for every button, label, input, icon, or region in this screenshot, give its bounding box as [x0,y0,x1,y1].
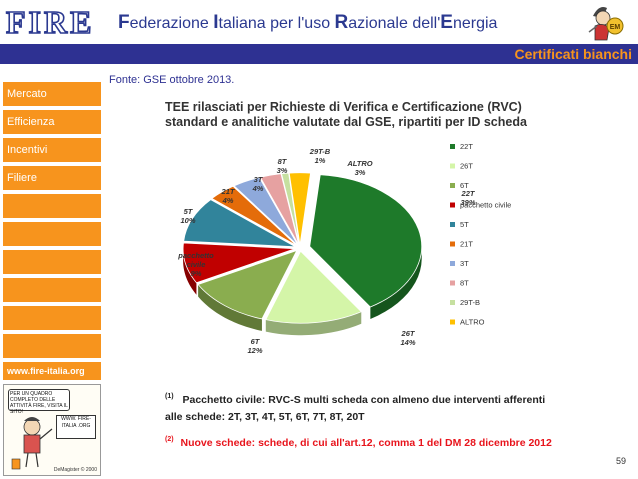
mascot-icon: EM [588,7,624,41]
cartoon-signature: DeMagister © 2000 [53,467,97,473]
pie-label-altro: ALTRO 3% [346,159,372,177]
pie-label-21t: 21T 4% [221,187,236,205]
legend-label-3t: 3T [460,259,469,268]
pie-slice-pacchetto-civile [182,242,296,284]
legend-swatch-5t [450,222,455,227]
fire-logo[interactable]: FIRE [4,4,112,38]
pie-slice-26t [265,250,362,324]
section-title: Certificati bianchi [514,46,632,62]
legend-label-8t: 8T [460,279,469,288]
pie-slice-side-26t [265,311,362,336]
legend-label-22t: 22T [460,142,473,151]
pie-label-3t: 3T 4% [252,175,264,193]
pie-slice-21t [211,185,297,246]
pie-slice-altro [288,172,311,245]
footnote-1-line-2: alle schede: 2T, 3T, 4T, 5T, 6T, 7T, 8T,… [165,411,365,423]
legend-swatch-pacchetto-civile [450,202,455,208]
mascot-badge: EM [610,24,621,31]
legend-label-altro: ALTRO [460,318,485,327]
legend-label-5t: 5T [460,220,469,229]
sidebar-item-efficienza[interactable]: Efficienza [3,110,101,134]
footnote-2: (2) Nuove schede: schede, di cui all'art… [165,436,552,449]
cartoon-figure-icon [11,417,53,470]
sidebar-item-incentivi[interactable]: Incentivi [3,138,101,162]
pie-label-8t: 8T 3% [277,157,288,175]
header-bar [0,44,638,64]
pie-label-pacchetto-civile: pacchetto civile 9% [177,251,214,278]
legend-swatch-8t [450,280,455,286]
pie-slice-5t [183,199,296,248]
header: FIRE Federazione Italiana per l'uso Razi… [0,0,638,44]
chart-title-line-1: TEE rilasciati per Richieste di Verifica… [165,100,522,114]
page-number: 59 [615,456,626,466]
footnote-1-marker: (1) [165,393,174,400]
sidebar-empty-slot [3,306,101,330]
sidebar: Mercato Efficienza Incentivi Filiere www… [0,64,104,479]
organization-name: Federazione Italiana per l'uso Razionale… [118,12,498,33]
legend-swatch-29t-b [450,300,455,305]
legend-swatch-6t [450,183,455,188]
sidebar-item-mercato[interactable]: Mercato [3,82,101,106]
legend-label-29t-b: 29T-B [460,298,480,307]
pie-slice-side-6t [198,284,262,331]
footnote-1: (1) Pacchetto civile: RVC-S multi scheda… [165,393,545,406]
legend-swatch-3t [450,261,455,266]
pie-label-6t: 6T 12% [247,337,262,355]
pie-slice-29t-b [281,172,300,245]
legend-label-26t: 26T [460,162,473,171]
legend-label-21t: 21T [460,240,473,249]
source-note: Fonte: GSE ottobre 2013. [109,74,235,86]
footnote-1-line-1: Pacchetto civile: RVC-S multi scheda con… [182,393,546,406]
legend-label-6t: 6T [460,181,469,190]
pie-label-22t: 22T 39% [460,189,475,207]
legend-swatch-altro [450,319,455,325]
sidebar-empty-slot [3,250,101,274]
cartoon-sign-url: WWW. FIRE-ITALIA .ORG [56,415,96,439]
footnote-2-marker: (2) [165,436,174,443]
pie-slice-22t [309,174,423,308]
pie-slice-side-pacchetto-civile [183,245,197,295]
legend-swatch-22t [450,144,455,149]
legend-swatch-26t [450,163,455,169]
legend-swatch-21t [450,241,455,247]
pie-slice-6t [197,249,298,320]
sidebar-empty-slot [3,334,101,358]
sidebar-empty-slot [3,222,101,246]
cartoon-sign: PER UN QUADRO COMPLETO DELLE ATTIVITÀ FI… [8,389,70,415]
pie-slice-8t [259,173,300,246]
cartoon-image: PER UN QUADRO COMPLETO DELLE ATTIVITÀ FI… [3,384,101,476]
footnote-2-text: Nuove schede: schede, di cui all'art.12,… [180,436,552,449]
pie-slice-3t [233,177,299,246]
sidebar-empty-slot [3,194,101,218]
chart-title-line-2: standard e analitiche valutate dal GSE, … [165,115,527,129]
website-link[interactable]: www.fire-italia.org [3,362,101,380]
pie-label-29t-b: 29T-B 1% [309,147,331,165]
sidebar-item-filiere[interactable]: Filiere [3,166,101,190]
legend-label-pacchetto-civile: pacchetto civile [460,201,511,210]
pie-label-5t: 5T 10% [180,207,195,225]
chart-title: TEE rilasciati per Richieste di Verifica… [165,100,527,130]
sidebar-empty-slot [3,278,101,302]
pie-chart: 22T 39% 26T 14% 6T 12% pacchetto civile 9% 5T 10% 2… [177,142,511,355]
logo-text: FIRE [6,4,94,38]
pie-label-26t: 26T 14% [400,329,415,347]
